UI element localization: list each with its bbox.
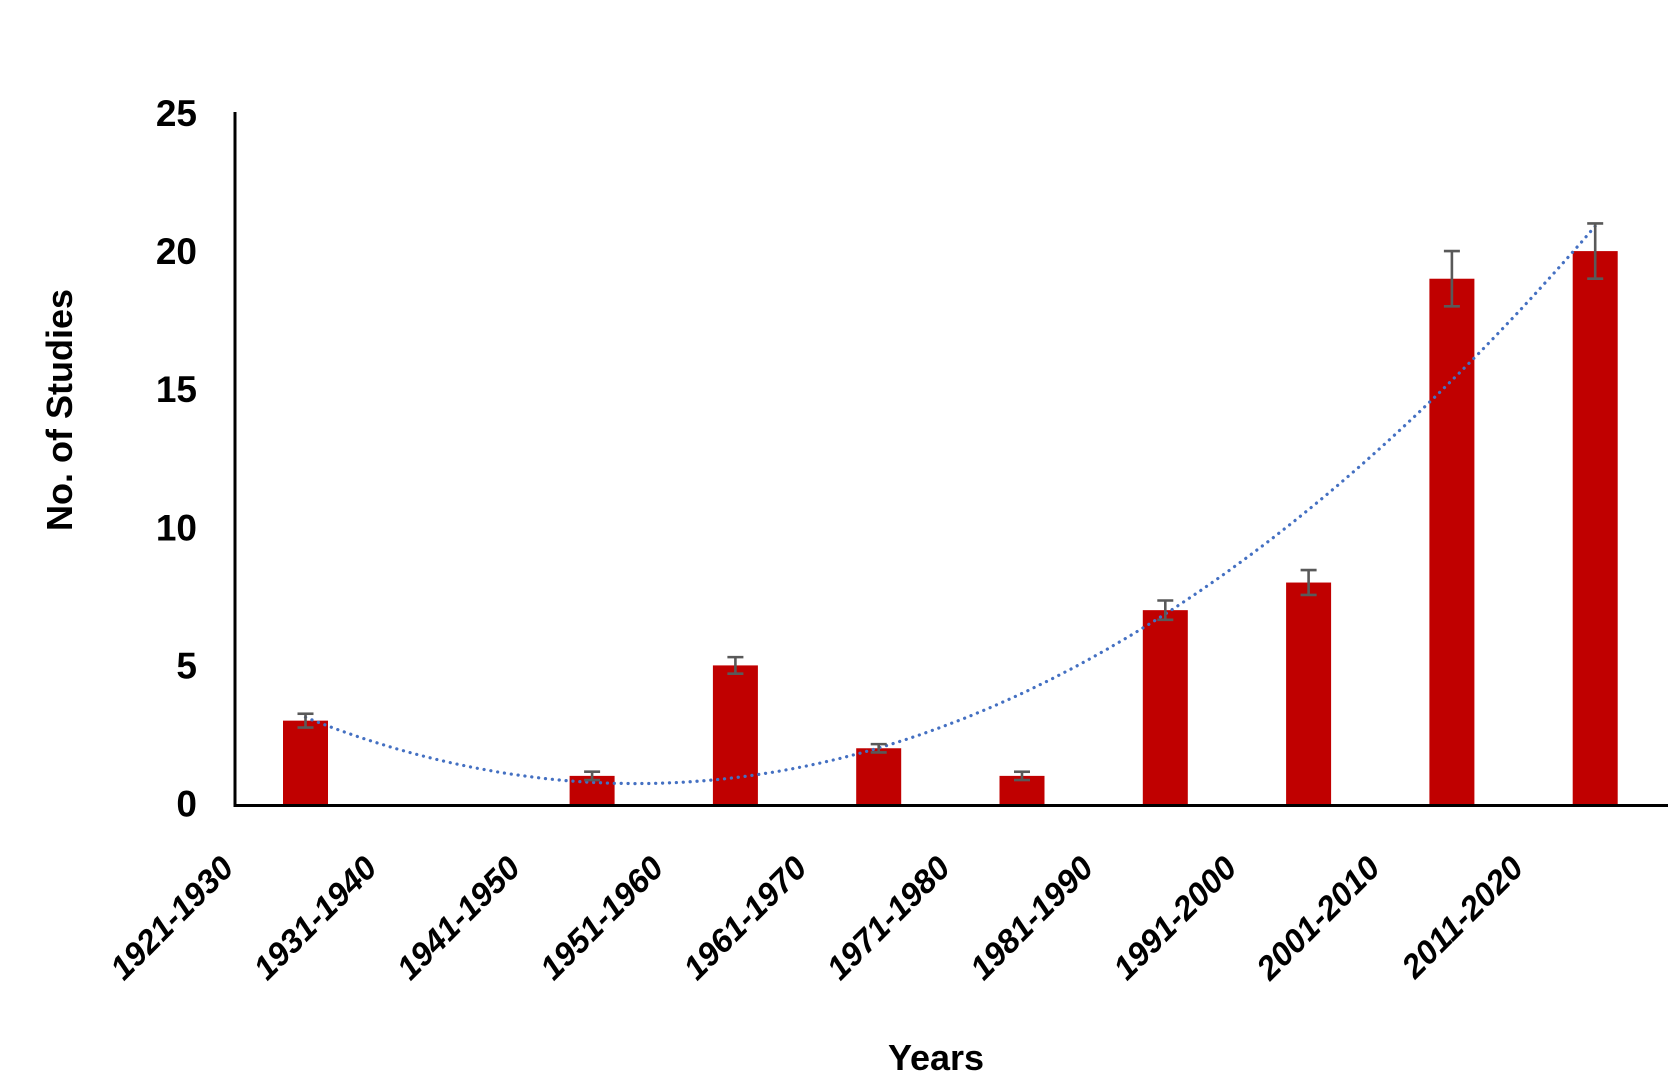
- x-axis-tick-label: 2001-2010: [1248, 848, 1387, 987]
- bar: [1142, 610, 1188, 805]
- bar: [856, 748, 902, 805]
- x-axis-tick-label: 1921-1930: [103, 848, 241, 986]
- x-axis-tick-label: 1931-1940: [246, 848, 384, 986]
- x-axis-tick-label: 1991-2000: [1106, 848, 1244, 986]
- bar: [1429, 278, 1475, 805]
- y-tick-label: 0: [176, 784, 197, 825]
- bar: [712, 665, 758, 805]
- x-axis-tick-label: 1951-1960: [533, 848, 671, 986]
- y-tick-label: 5: [176, 645, 197, 686]
- x-axis-tick-label: 2011-2020: [1393, 848, 1530, 985]
- x-axis-tick-label: 1981-1990: [962, 848, 1100, 986]
- bar: [1572, 251, 1618, 805]
- y-axis-title: No. of Studies: [39, 289, 80, 531]
- x-axis-title: Years: [887, 1037, 985, 1078]
- x-axis-tick-label: 1971-1980: [819, 848, 957, 986]
- bar: [1286, 582, 1332, 805]
- x-axis-tick-label: 1941-1950: [389, 848, 527, 986]
- bar: [283, 720, 328, 805]
- x-axis-tick-label: 1961-1970: [676, 848, 814, 986]
- y-tick-label: 20: [156, 231, 197, 272]
- y-tick-label: 25: [156, 93, 197, 134]
- y-tick-label: 15: [156, 369, 197, 410]
- y-tick-label: 10: [156, 507, 197, 548]
- trend-line: [303, 224, 1597, 786]
